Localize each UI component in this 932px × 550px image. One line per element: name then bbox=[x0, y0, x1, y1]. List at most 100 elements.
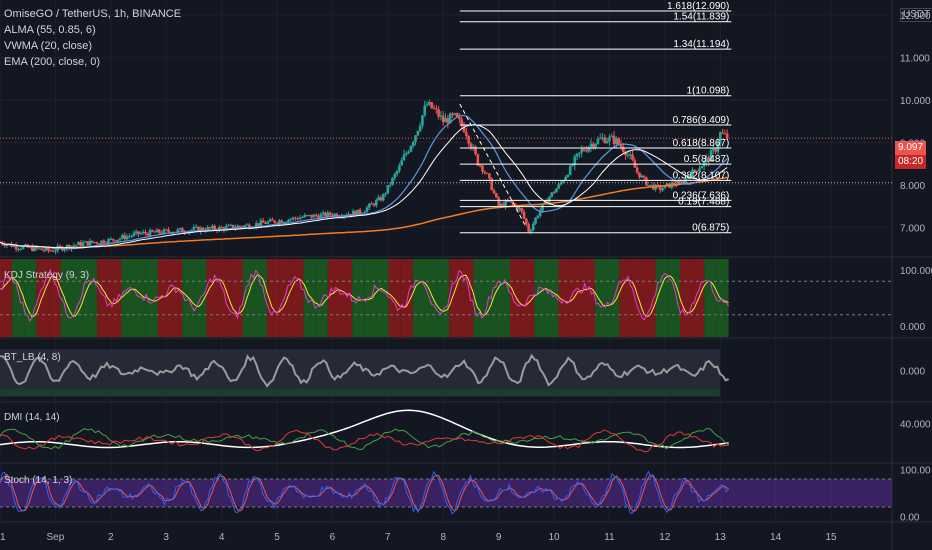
candle bbox=[474, 146, 477, 155]
candle bbox=[137, 231, 140, 235]
candle bbox=[705, 157, 708, 162]
candle bbox=[86, 241, 90, 246]
candle bbox=[621, 146, 625, 152]
candle bbox=[700, 166, 704, 169]
candle bbox=[287, 219, 290, 222]
kdj-signal-band bbox=[619, 259, 632, 337]
candle bbox=[398, 165, 401, 171]
candle bbox=[14, 245, 18, 250]
candle bbox=[418, 125, 422, 131]
candle bbox=[160, 232, 163, 234]
candle bbox=[640, 175, 644, 178]
bt-line bbox=[0, 353, 730, 388]
candle bbox=[391, 177, 394, 185]
price-tick-label: 8.000 bbox=[900, 181, 925, 192]
candle bbox=[213, 225, 216, 230]
candle bbox=[411, 141, 415, 146]
trend-line bbox=[459, 103, 527, 228]
price-tick-label: 12.000 bbox=[900, 11, 931, 22]
candle bbox=[49, 250, 53, 252]
candle bbox=[428, 102, 431, 105]
bt-pane-title: BT_LB (4, 8) bbox=[4, 352, 61, 363]
kdj-signal-band bbox=[570, 259, 583, 337]
fib-level-label: 0.382(8.107) bbox=[673, 170, 730, 181]
candle bbox=[557, 184, 560, 189]
candle bbox=[501, 203, 505, 207]
candle bbox=[374, 200, 378, 206]
candle bbox=[384, 193, 387, 195]
candle bbox=[206, 227, 210, 231]
candle bbox=[527, 224, 530, 232]
candle bbox=[65, 245, 69, 249]
candle bbox=[58, 245, 62, 247]
kdj-signal-band bbox=[558, 259, 571, 337]
currency-label[interactable]: USDT bbox=[900, 8, 932, 22]
candle bbox=[72, 245, 76, 247]
candle bbox=[97, 243, 101, 245]
candle bbox=[448, 113, 452, 124]
kdj-signal-band bbox=[157, 259, 170, 337]
candle bbox=[28, 246, 32, 248]
candle bbox=[3, 244, 6, 246]
candle bbox=[476, 154, 480, 166]
time-tick-label: 9 bbox=[496, 532, 502, 543]
candle bbox=[707, 157, 711, 162]
candle bbox=[266, 221, 270, 224]
time-tick-label: 2 bbox=[108, 532, 114, 543]
kdj-signal-band bbox=[279, 259, 292, 337]
candle bbox=[153, 231, 156, 233]
kdj-signal-band bbox=[48, 259, 61, 337]
candle bbox=[305, 215, 309, 217]
time-tick-label: Sep bbox=[47, 532, 65, 543]
candle bbox=[291, 217, 295, 220]
candle bbox=[709, 150, 713, 162]
candle bbox=[714, 148, 717, 152]
stoch-pane-title: Stoch (14, 1, 3) bbox=[4, 475, 73, 486]
candle bbox=[698, 168, 701, 171]
kdj-signal-band bbox=[303, 259, 316, 337]
candle bbox=[211, 225, 214, 229]
candle bbox=[248, 224, 251, 229]
dmi-plus-line bbox=[0, 427, 729, 450]
candle bbox=[453, 113, 457, 115]
time-tick-label: 10 bbox=[548, 532, 560, 543]
candle bbox=[638, 172, 641, 178]
candle bbox=[192, 227, 196, 230]
candle bbox=[151, 229, 154, 232]
candle bbox=[481, 165, 484, 172]
candle bbox=[162, 229, 166, 234]
kdj-signal-band bbox=[339, 259, 353, 337]
candle bbox=[21, 246, 25, 249]
candle bbox=[525, 218, 528, 225]
candle bbox=[134, 231, 138, 234]
candle bbox=[107, 238, 110, 244]
candle bbox=[518, 208, 521, 210]
kdj-signal-band bbox=[291, 259, 304, 337]
candle bbox=[146, 233, 150, 236]
candle bbox=[594, 143, 597, 148]
candle bbox=[430, 102, 433, 109]
candle bbox=[407, 151, 410, 154]
kdj-signal-band bbox=[315, 259, 328, 337]
kdj-signal-band bbox=[97, 259, 110, 337]
alma-line bbox=[0, 124, 728, 249]
candle bbox=[164, 229, 168, 231]
candle bbox=[236, 225, 240, 228]
candle bbox=[19, 248, 23, 250]
kdj-signal-band bbox=[24, 259, 37, 337]
candle bbox=[40, 248, 43, 250]
candle bbox=[656, 184, 660, 187]
candle bbox=[127, 236, 131, 238]
candle bbox=[578, 152, 581, 154]
kdj-signal-band bbox=[607, 259, 620, 337]
kdj-signal-band bbox=[679, 259, 693, 337]
candle bbox=[402, 154, 406, 161]
candle bbox=[296, 218, 300, 220]
candle bbox=[349, 214, 353, 216]
candle bbox=[132, 233, 136, 236]
price-tick-label: 7.000 bbox=[900, 223, 925, 234]
candle bbox=[531, 223, 535, 231]
candle bbox=[642, 175, 646, 178]
candle bbox=[229, 224, 233, 226]
